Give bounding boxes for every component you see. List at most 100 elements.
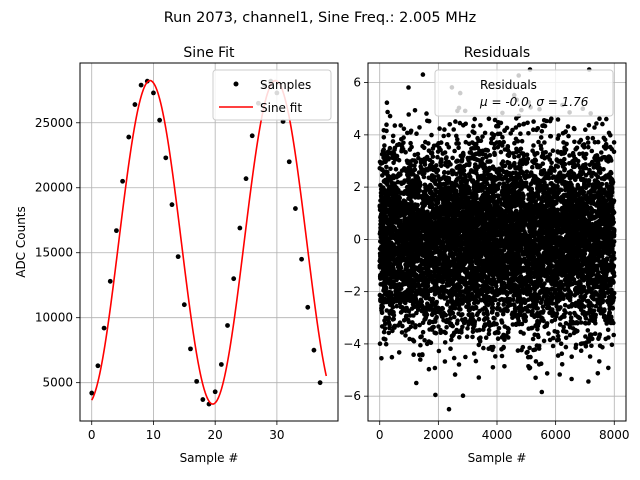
residual-point <box>407 147 413 152</box>
sample-point <box>249 133 255 139</box>
residual-point <box>524 169 530 175</box>
residual-point <box>492 145 497 151</box>
residuals-title: Residuals <box>464 45 530 61</box>
sample-point <box>175 254 181 260</box>
residual-point <box>604 181 609 187</box>
residual-point <box>595 139 601 145</box>
x-tick-label: 30 <box>269 428 284 442</box>
residual-point <box>604 116 609 122</box>
residual-point <box>557 372 562 377</box>
sample-point <box>157 117 163 123</box>
sample-point <box>293 206 298 211</box>
y-tick-label: 20000 <box>35 181 73 195</box>
residual-point <box>383 321 388 327</box>
residual-point <box>427 307 432 312</box>
residual-point <box>541 118 547 123</box>
sample-point <box>218 362 224 367</box>
residuals-data <box>377 67 617 412</box>
residual-point <box>486 116 492 122</box>
residual-point <box>452 148 457 154</box>
residual-point <box>515 348 521 353</box>
residual-point <box>525 120 530 126</box>
sample-point <box>126 134 132 140</box>
residual-point <box>600 121 605 127</box>
residual-point <box>542 180 547 185</box>
residual-point <box>393 167 399 172</box>
residual-point <box>418 357 423 362</box>
residual-point <box>471 141 477 147</box>
residual-point <box>446 170 451 175</box>
residual-point <box>388 166 393 172</box>
sample-point <box>188 346 193 352</box>
residual-point <box>450 201 456 207</box>
residual-point <box>569 376 574 382</box>
residual-point <box>456 362 462 367</box>
residual-point <box>531 119 536 124</box>
residual-point <box>469 146 474 151</box>
residual-point <box>417 299 423 305</box>
residual-point <box>555 333 561 339</box>
sample-point <box>138 82 144 88</box>
residual-point <box>593 303 599 309</box>
sample-point <box>317 380 323 386</box>
residual-point <box>390 133 396 139</box>
sample-point <box>225 323 230 328</box>
residual-point <box>513 125 519 130</box>
residual-point <box>511 293 516 299</box>
residual-point <box>566 133 571 139</box>
legend-sine-fit-label: Sine fit <box>260 101 302 115</box>
residual-point <box>398 123 404 128</box>
residual-point <box>586 288 592 293</box>
residual-point <box>448 346 453 352</box>
sample-point <box>311 347 317 353</box>
residual-point <box>595 371 601 376</box>
residual-point <box>457 120 463 126</box>
residual-point <box>555 149 560 154</box>
residual-point <box>567 311 573 316</box>
residual-point <box>589 148 595 154</box>
residual-point <box>495 336 501 342</box>
residual-point <box>457 335 462 340</box>
residual-point <box>586 144 591 150</box>
sample-point <box>120 178 125 184</box>
residual-point <box>521 121 527 127</box>
residual-point <box>472 116 478 122</box>
residual-point <box>395 323 401 328</box>
residual-point <box>542 140 547 145</box>
residual-point <box>383 341 389 347</box>
residual-point <box>572 139 577 145</box>
residual-point <box>512 140 517 146</box>
x-tick-label: 0 <box>88 428 96 442</box>
residual-point <box>519 151 524 156</box>
sample-point <box>237 225 243 231</box>
residual-point <box>431 143 437 149</box>
residual-point <box>603 336 608 342</box>
sine-fit-legend: Samples Sine fit <box>212 69 332 121</box>
residual-point <box>583 334 588 339</box>
residual-point <box>476 375 482 380</box>
y-tick-label: 5000 <box>42 376 73 390</box>
residual-point <box>516 153 521 159</box>
sample-point <box>286 159 292 165</box>
residual-point <box>437 126 442 131</box>
residual-point <box>389 354 395 360</box>
residual-point <box>548 133 553 139</box>
residual-point <box>495 131 501 137</box>
residual-point <box>459 158 465 164</box>
sine-fit-ylabel: ADC Counts <box>14 206 28 278</box>
sine-fit-plot: Sine Fit 0 10 20 30500010000150002000025000… <box>14 45 339 465</box>
residual-point <box>578 320 584 325</box>
residual-point <box>493 354 498 359</box>
residual-point <box>516 122 522 128</box>
residual-point <box>436 141 441 146</box>
sample-point <box>212 389 218 395</box>
residual-point <box>567 332 573 338</box>
residual-point <box>432 365 438 371</box>
residual-point <box>464 334 470 340</box>
residual-point <box>418 342 423 348</box>
residual-point <box>414 131 419 136</box>
residual-point <box>512 160 517 166</box>
residual-point <box>519 138 525 144</box>
legend-samples-marker <box>233 81 239 87</box>
residual-point <box>550 343 556 349</box>
